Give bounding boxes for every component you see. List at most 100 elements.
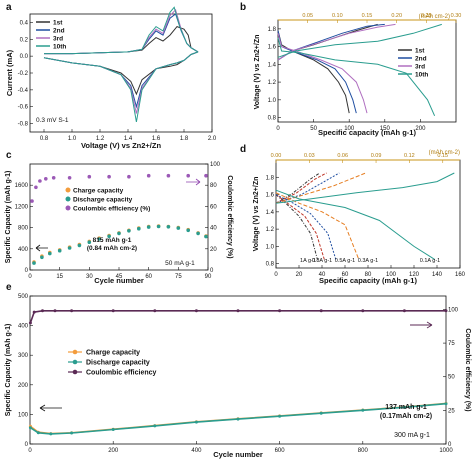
x-tick-label: 600 — [275, 448, 286, 454]
legend-entry: Charge capacity — [86, 350, 140, 357]
legend-entry: 2nd — [415, 56, 427, 63]
series-line-3rd — [43, 51, 199, 114]
data-point-discharge — [127, 229, 131, 233]
data-point-discharge — [49, 432, 53, 436]
legend-entry: Coulombic efficiency (%) — [73, 206, 150, 213]
series-line-0.1A g-1 — [275, 189, 435, 260]
series-line-0.5A g-1 — [275, 194, 337, 260]
data-point-discharge — [176, 226, 181, 230]
y-tick-label: 1.2 — [268, 80, 277, 86]
y-tick-label: 400 — [18, 247, 29, 253]
y-axis-label: Voltage (V) vs Zn2+/Zn — [253, 177, 260, 252]
series-line-10th — [277, 23, 442, 58]
x-tick-label: 50 — [310, 126, 317, 132]
y-tick-label: -0.6 — [18, 105, 29, 111]
y-tick-label: -0.2 — [18, 71, 29, 77]
x2-axis-label: (mAh cm-2) — [429, 150, 460, 156]
data-point-ce — [30, 199, 34, 203]
x-tick-label: 0 — [28, 448, 32, 454]
data-point-ce — [153, 309, 157, 313]
data-point-ce — [34, 185, 38, 190]
x2-tick-label: 0.15 — [362, 13, 373, 19]
data-point-ce — [402, 309, 406, 313]
x-tick-label: 400 — [191, 448, 202, 454]
x2-tick-label: 0.10 — [332, 13, 343, 19]
data-point-discharge — [166, 225, 171, 229]
data-point-ce — [67, 176, 72, 180]
data-point-discharge — [57, 248, 62, 253]
series-label: 0.8A g-1 — [312, 258, 333, 264]
figure-layer: a 0.8 1.0 1.2 1.4 1.6 1.8 2.0 -0.8 -0.6 -0.4 -0.2 0.… — [5, 2, 471, 459]
data-point-discharge — [111, 428, 115, 431]
legend-entry: 3rd — [53, 36, 63, 43]
x-tick-label: 0 — [28, 274, 32, 280]
x2-tick-label: 0.15 — [437, 153, 448, 159]
series-line-10th — [277, 37, 436, 117]
x-tick-label: 2.0 — [208, 136, 217, 142]
data-point-ce — [51, 176, 56, 180]
y-tick-label: 0 — [25, 442, 29, 448]
data-point-ce — [111, 309, 115, 313]
y2-axis-label: Coulombic efficiency (%) — [464, 328, 471, 411]
annotation: 0.3 mV S-1 — [36, 117, 69, 124]
y-tick-label: 1.6 — [266, 193, 275, 199]
data-point-ce — [204, 173, 208, 178]
data-point-ce — [361, 309, 365, 313]
annotation: (0.17mAh cm-2) — [380, 413, 432, 420]
x-tick-label: 0.8 — [40, 136, 49, 142]
data-point-discharge — [48, 251, 52, 256]
plot-frame — [277, 19, 457, 123]
plot-frame — [275, 159, 461, 269]
data-point-ce — [146, 173, 151, 178]
x-axis-label: Cycle number — [213, 450, 263, 459]
x2-tick-label: 0.30 — [451, 13, 462, 19]
annotation: (0.84 mAh cm-2) — [87, 245, 137, 252]
series-line-0.8A g-1 — [275, 194, 325, 260]
y2-tick-label: 75 — [448, 341, 455, 347]
data-point-ce — [87, 174, 92, 179]
x-tick-label: 1.6 — [152, 136, 161, 142]
x-axis-label: Cycle number — [94, 276, 144, 285]
y2-tick-label: 60 — [210, 204, 217, 210]
x-axis-label: Voltage (V) vs Zn2+/Zn — [81, 141, 162, 150]
y-axis-label: Voltage (V) vs Zn2+/Zn — [254, 35, 261, 110]
series-line-1st — [44, 26, 199, 55]
legend-marker — [72, 349, 78, 355]
x-tick-label: 1.4 — [124, 136, 133, 142]
legend-entry: Discharge capacity — [86, 360, 150, 367]
data-point-ce — [236, 309, 240, 313]
x-tick-label: 60 — [145, 274, 152, 280]
data-point-discharge — [77, 243, 82, 248]
x-tick-label: 0 — [274, 272, 278, 278]
y2-tick-label: 0 — [448, 442, 452, 448]
data-point-ce — [41, 309, 44, 313]
y2-tick-label: 0 — [210, 268, 214, 274]
x2-tick-label: 0.00 — [271, 153, 282, 159]
legend-entry: 2nd — [53, 28, 65, 35]
y-tick-label: 1.4 — [266, 210, 275, 216]
series-line-1st — [277, 30, 350, 114]
series-line-10th — [44, 6, 199, 55]
y2-tick-label: 50 — [448, 375, 455, 381]
legend-marker — [72, 359, 78, 365]
x-tick-label: 90 — [205, 274, 212, 280]
data-point-discharge — [117, 231, 121, 236]
y-tick-label: 1200 — [15, 204, 29, 210]
y-tick-label: 1.0 — [268, 98, 277, 104]
data-point-discharge — [319, 411, 323, 415]
x2-tick-label: 0.20 — [391, 13, 402, 19]
legend-entry: 1st — [53, 20, 63, 27]
x2-tick-label: 0.05 — [302, 13, 313, 19]
y-tick-label: 400 — [18, 324, 29, 330]
x-tick-label: 800 — [358, 448, 369, 454]
y-tick-label: 0.0 — [20, 54, 29, 60]
x-tick-label: 15 — [56, 274, 63, 280]
y-tick-label: 200 — [18, 383, 29, 389]
data-point-discharge — [204, 234, 208, 239]
y-tick-label: 300 — [18, 353, 29, 359]
data-point-discharge — [444, 402, 448, 406]
panel-label: d — [240, 144, 246, 155]
series-line-2nd — [44, 13, 199, 55]
series-line-1st — [43, 51, 199, 96]
x2-axis-label: (mAh cm-2) — [419, 14, 450, 20]
